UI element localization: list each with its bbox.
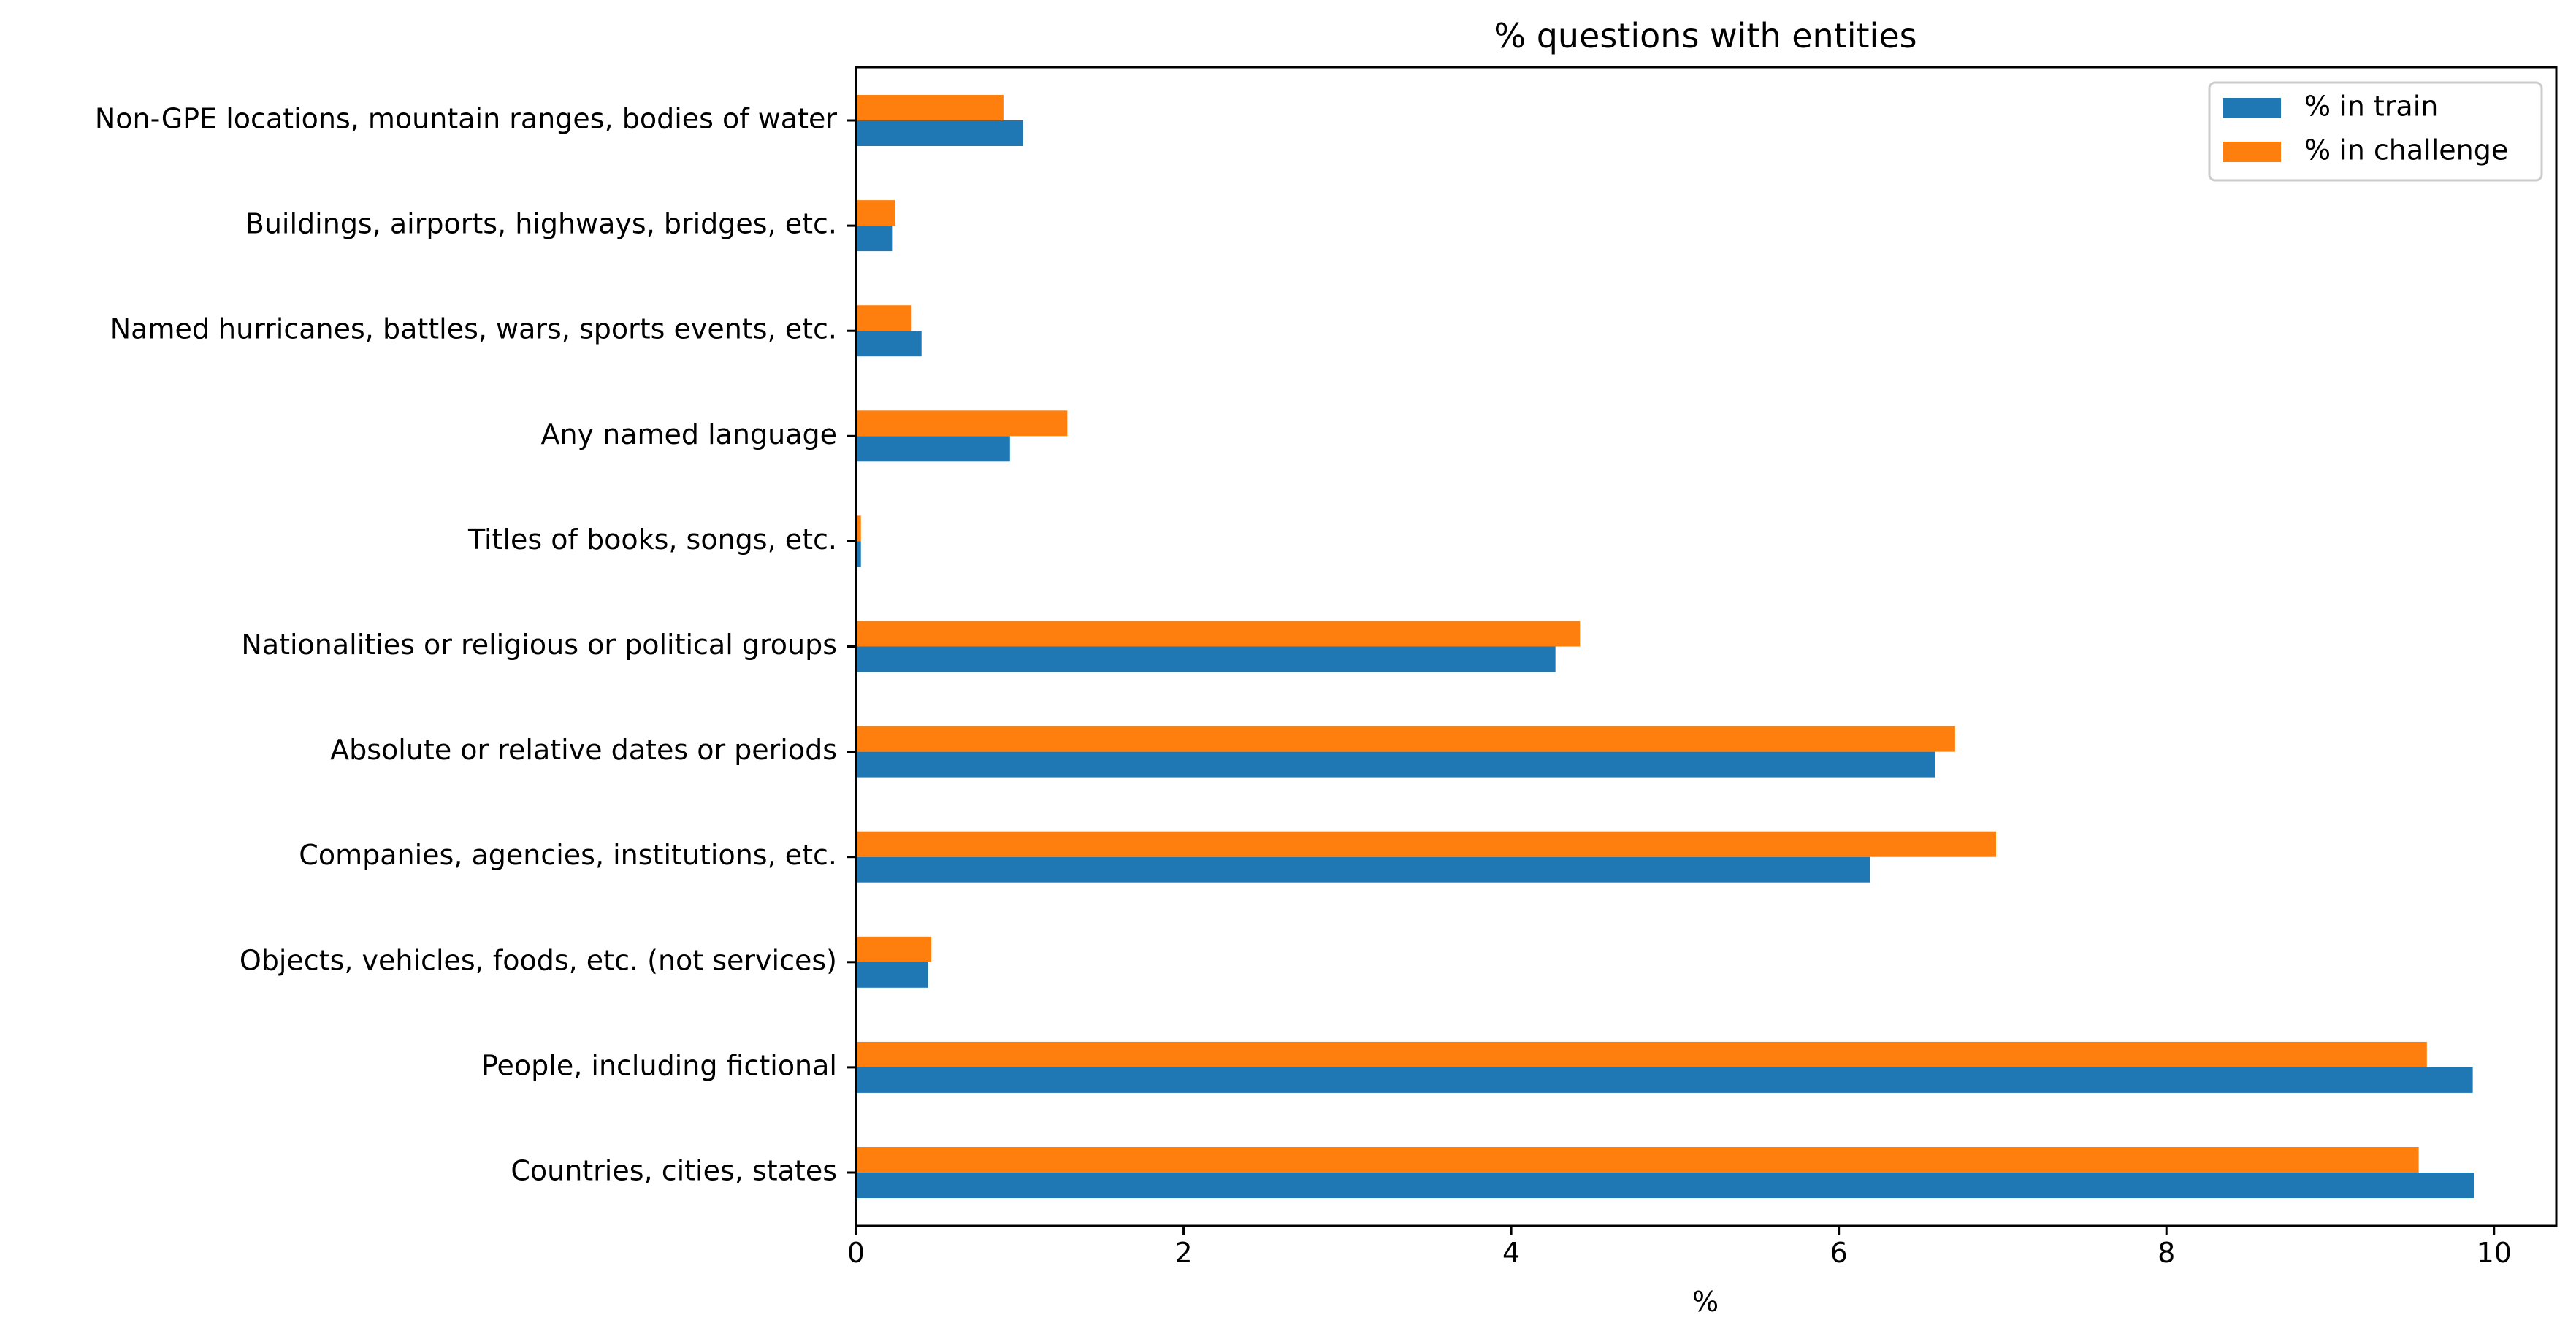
bar-train	[856, 646, 1556, 672]
category-label: Any named language	[540, 418, 837, 450]
x-tick-label: 10	[2477, 1237, 2512, 1269]
category-label: Nationalities or religious or political …	[241, 629, 837, 661]
category-label: People, including fictional	[481, 1049, 837, 1081]
bar-challenge	[856, 621, 1581, 647]
bars-group	[856, 95, 2474, 1198]
x-tick-label: 6	[1830, 1237, 1848, 1269]
x-tick-label: 8	[2158, 1237, 2175, 1269]
bar-challenge	[856, 200, 895, 226]
bar-train	[856, 962, 928, 988]
x-tick-label: 2	[1174, 1237, 1192, 1269]
bar-train	[856, 331, 922, 357]
plot-frame	[855, 66, 2558, 1227]
bar-train	[856, 226, 893, 252]
bar-challenge	[856, 515, 861, 542]
bar-challenge	[856, 831, 1996, 857]
x-axis-label: %	[1692, 1286, 1719, 1318]
bar-train	[856, 436, 1010, 462]
x-axis-ticks: 0 2 4 6 8 10	[847, 1226, 2512, 1269]
bar-train	[856, 1173, 2474, 1198]
bar-train	[856, 541, 861, 567]
bar-challenge	[856, 1147, 2419, 1173]
category-label: Named hurricanes, battles, wars, sports …	[110, 313, 837, 345]
category-label: Non-GPE locations, mountain ranges, bodi…	[95, 103, 837, 135]
legend-label: % in train	[2304, 91, 2438, 123]
category-label: Companies, agencies, institutions, etc.	[299, 839, 837, 871]
bar-challenge	[856, 936, 932, 962]
category-label: Buildings, airports, highways, bridges, …	[245, 208, 837, 240]
bar-train	[856, 120, 1023, 146]
bar-train	[856, 856, 1870, 883]
bar-train	[856, 1067, 2473, 1093]
x-tick-label: 0	[847, 1237, 865, 1269]
legend: % in train % in challenge	[2208, 81, 2543, 182]
bar-challenge	[856, 726, 1955, 752]
legend-swatch	[2223, 98, 2281, 118]
category-label: Objects, vehicles, foods, etc. (not serv…	[240, 944, 837, 976]
category-label: Absolute or relative dates or periods	[330, 734, 837, 766]
category-labels: Countries, cities, states People, includi…	[95, 103, 856, 1187]
legend-box	[2208, 81, 2543, 182]
x-tick-label: 4	[1502, 1237, 1520, 1269]
bar-challenge	[856, 1041, 2427, 1067]
bar-train	[856, 751, 1935, 778]
legend-label: % in challenge	[2304, 134, 2508, 166]
bar-challenge	[856, 410, 1068, 437]
category-label: Titles of books, songs, etc.	[467, 523, 837, 556]
bar-challenge	[856, 95, 1004, 120]
chart-title: % questions with entities	[1494, 16, 1916, 55]
category-label: Countries, cities, states	[511, 1155, 837, 1187]
bar-challenge	[856, 305, 912, 331]
legend-swatch	[2223, 142, 2281, 162]
